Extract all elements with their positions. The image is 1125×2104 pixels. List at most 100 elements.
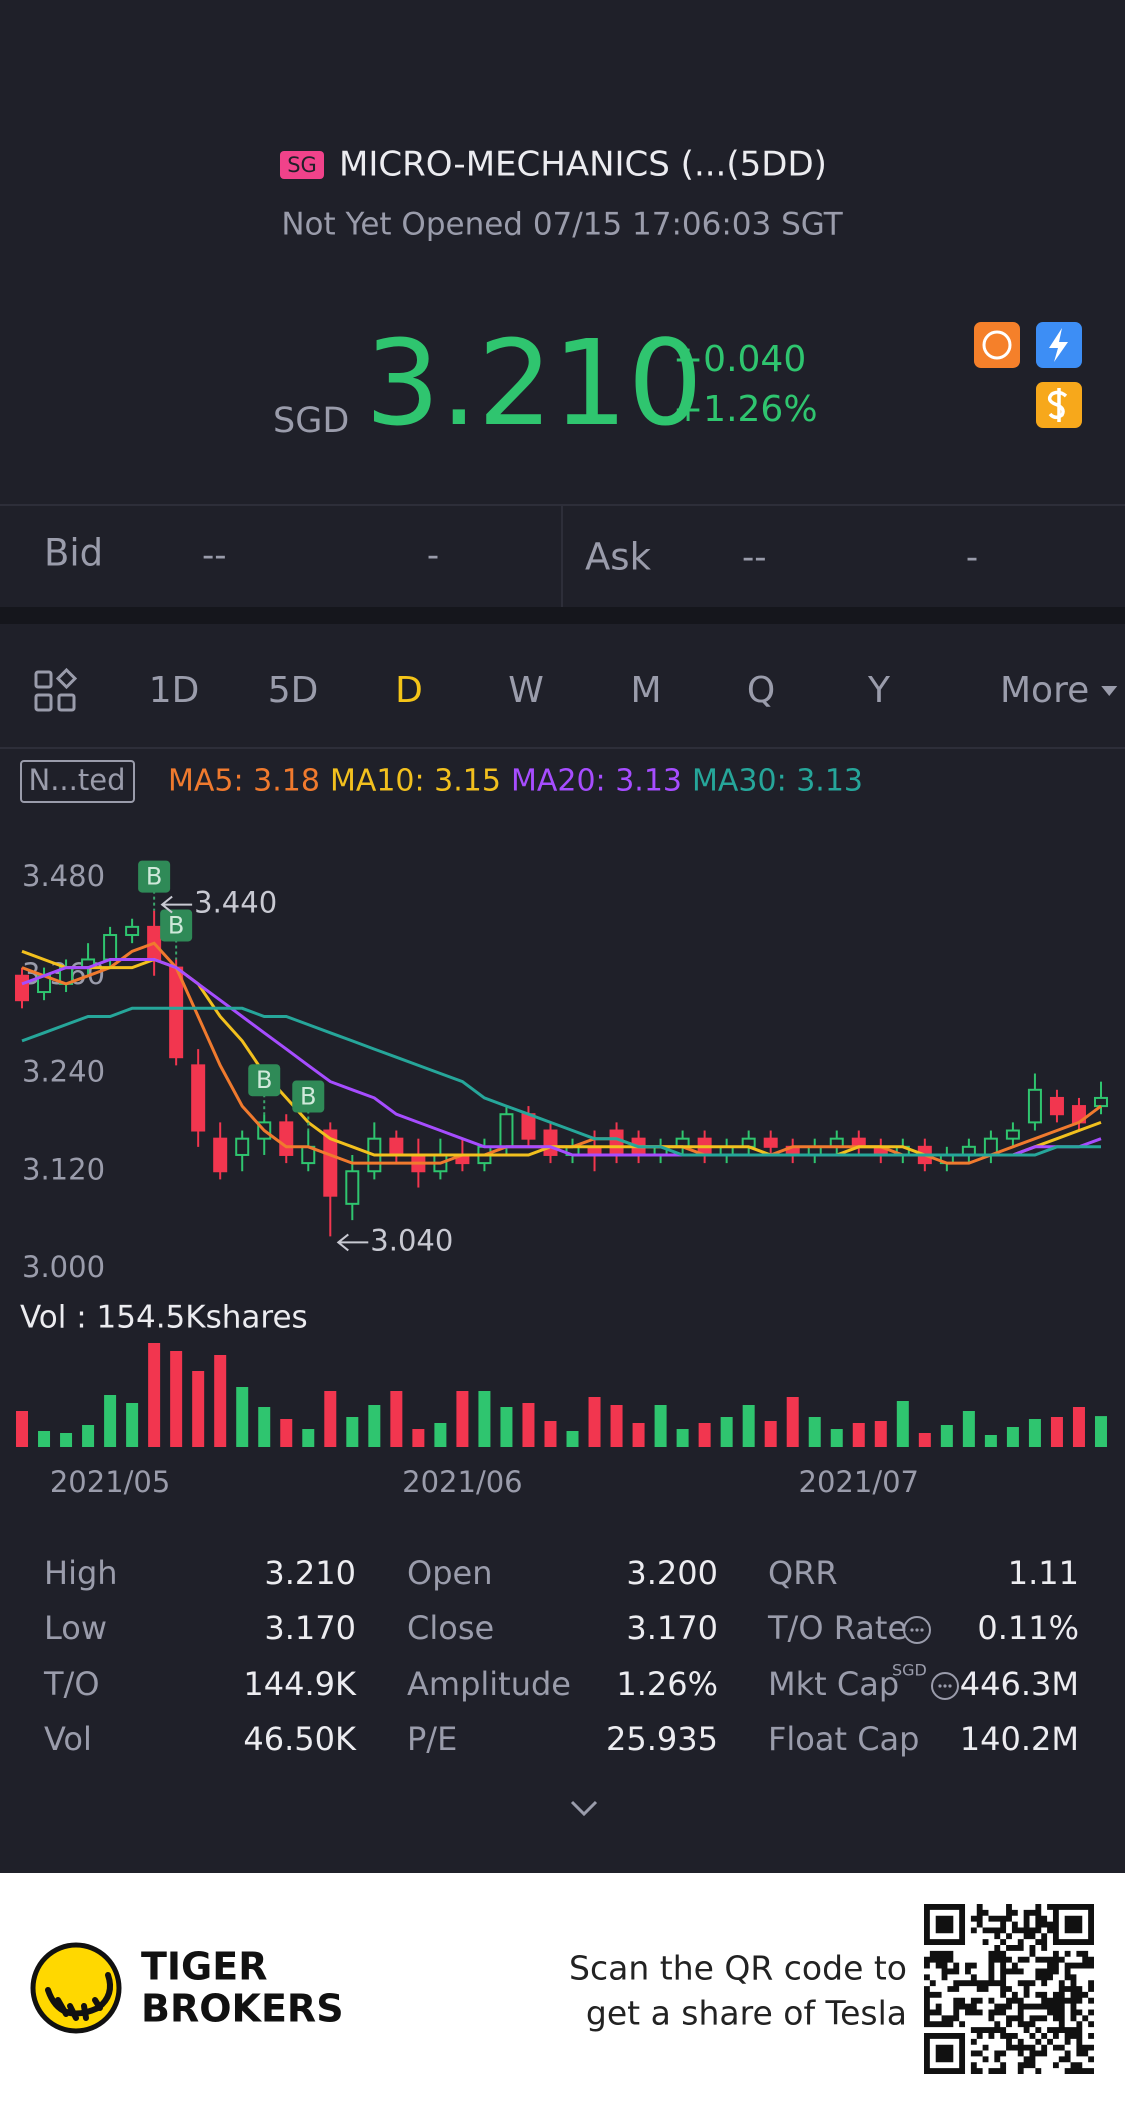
- volume-bar: [1072, 1407, 1085, 1447]
- bid-price: --: [202, 536, 227, 576]
- candle-body: [389, 1137, 404, 1156]
- timeframe-tab[interactable]: M: [630, 670, 661, 711]
- stat-label: Vol: [44, 1720, 92, 1758]
- volume-bar: [236, 1387, 249, 1447]
- info-dot: [915, 1628, 919, 1632]
- qr-modules: [924, 1904, 1094, 2074]
- info-dot: [920, 1628, 924, 1632]
- icon-flash-glyph: [1049, 328, 1068, 362]
- volume-bar: [544, 1421, 557, 1447]
- volume-bar: [280, 1419, 293, 1447]
- volume-label: Vol : 154.5Kshares: [20, 1300, 308, 1336]
- trade-marker-label: B: [300, 1083, 316, 1111]
- currency: SGD: [273, 401, 349, 441]
- volume-bar: [302, 1429, 315, 1447]
- expand-chevron[interactable]: [570, 1800, 598, 1817]
- timeframe-tab[interactable]: More: [1000, 670, 1089, 711]
- stat-label: T/O: [43, 1665, 100, 1703]
- volume-bar: [654, 1405, 667, 1447]
- info-dot: [910, 1628, 914, 1632]
- candle-body: [103, 934, 118, 961]
- volume-bar: [808, 1417, 821, 1447]
- footer: [0, 1873, 1125, 2104]
- volume-bar: [192, 1371, 205, 1447]
- volume-bar: [764, 1421, 777, 1447]
- candle-body: [169, 966, 184, 1059]
- trade-marker: [292, 1080, 325, 1113]
- candle-body: [521, 1113, 536, 1140]
- indicator-badge[interactable]: [20, 760, 135, 803]
- volume-bar: [786, 1397, 799, 1447]
- price-change: +0.040: [673, 339, 806, 380]
- stat-value: 140.2M: [960, 1720, 1079, 1758]
- brand-logo-stripes: [45, 1972, 113, 2021]
- timeframe-tab[interactable]: 1D: [149, 670, 200, 711]
- stat-label: Close: [407, 1609, 494, 1647]
- volume-bar: [434, 1423, 447, 1447]
- volume-bar: [984, 1435, 997, 1447]
- section-gap: [0, 607, 1125, 624]
- volume-bar: [962, 1411, 975, 1447]
- brand-name: BROKERS: [141, 1987, 344, 2031]
- volume-bar: [38, 1431, 51, 1447]
- timeframe-tab[interactable]: D: [395, 670, 423, 711]
- timeframe-tab[interactable]: Q: [747, 670, 775, 711]
- layout-icon[interactable]: [34, 667, 78, 712]
- stat-value: 0.11%: [977, 1609, 1079, 1647]
- candle-body: [609, 1129, 624, 1156]
- y-tick-label: 3.000: [22, 1250, 105, 1284]
- stock-name[interactable]: MICRO-MECHANICS (...(5DD): [339, 145, 827, 185]
- ask-size: -: [966, 538, 978, 578]
- candle-body: [1005, 1129, 1020, 1140]
- volume-bar: [346, 1417, 359, 1447]
- volume-bar: [896, 1401, 909, 1447]
- volume-bar: [742, 1405, 755, 1447]
- timeframe-tab[interactable]: 5D: [268, 670, 319, 711]
- bid-size: -: [427, 536, 439, 576]
- volume-bar: [566, 1431, 579, 1447]
- info-icon[interactable]: [903, 1616, 931, 1644]
- volume-bar: [478, 1391, 491, 1447]
- volume-bar: [698, 1423, 711, 1447]
- stat-value: 3.170: [626, 1609, 718, 1647]
- price-note-arrow: [336, 1233, 369, 1252]
- candle-body: [543, 1129, 558, 1156]
- candle-body: [763, 1137, 778, 1148]
- volume-bar: [720, 1417, 733, 1447]
- stat-label: QRR: [768, 1554, 838, 1592]
- icon-alert-glyph: [982, 330, 1012, 360]
- candle-body: [1027, 1088, 1042, 1124]
- x-tick-label: 2021/07: [799, 1465, 919, 1499]
- stat-value: 3.200: [626, 1554, 718, 1592]
- y-tick-label: 3.480: [22, 859, 105, 893]
- info-dot: [938, 1684, 942, 1688]
- volume-bar: [1094, 1416, 1107, 1447]
- stat-label: Open: [407, 1554, 492, 1592]
- candle-body: [1049, 1096, 1064, 1116]
- timeframe-tab[interactable]: Y: [867, 670, 891, 711]
- icon-dollar-glyph: [1047, 388, 1068, 422]
- candle-body: [323, 1129, 338, 1197]
- price-change-pct: +1.26%: [673, 389, 818, 430]
- candle-body: [1093, 1096, 1108, 1108]
- icon-alert[interactable]: [974, 322, 1020, 368]
- info-icon[interactable]: [931, 1672, 959, 1700]
- volume-bar: [214, 1355, 227, 1447]
- stat-value: 46.50K: [243, 1720, 357, 1758]
- volume-bar: [852, 1423, 865, 1447]
- ask-label: Ask: [585, 536, 652, 579]
- ma-legend-item: MA20: 3.13: [511, 764, 682, 799]
- ma-legend-item: MA30: 3.13: [692, 764, 863, 799]
- candle-body: [213, 1137, 228, 1173]
- stat-value: 144.9K: [243, 1665, 357, 1703]
- stat-label: High: [44, 1554, 118, 1592]
- stat-label: Float Cap: [768, 1720, 919, 1758]
- trade-marker-label: B: [256, 1066, 272, 1094]
- volume-bar: [170, 1351, 183, 1447]
- candle-body: [125, 925, 140, 937]
- timeframe-tab[interactable]: W: [508, 670, 544, 711]
- stat-value: 1.11: [1008, 1554, 1079, 1592]
